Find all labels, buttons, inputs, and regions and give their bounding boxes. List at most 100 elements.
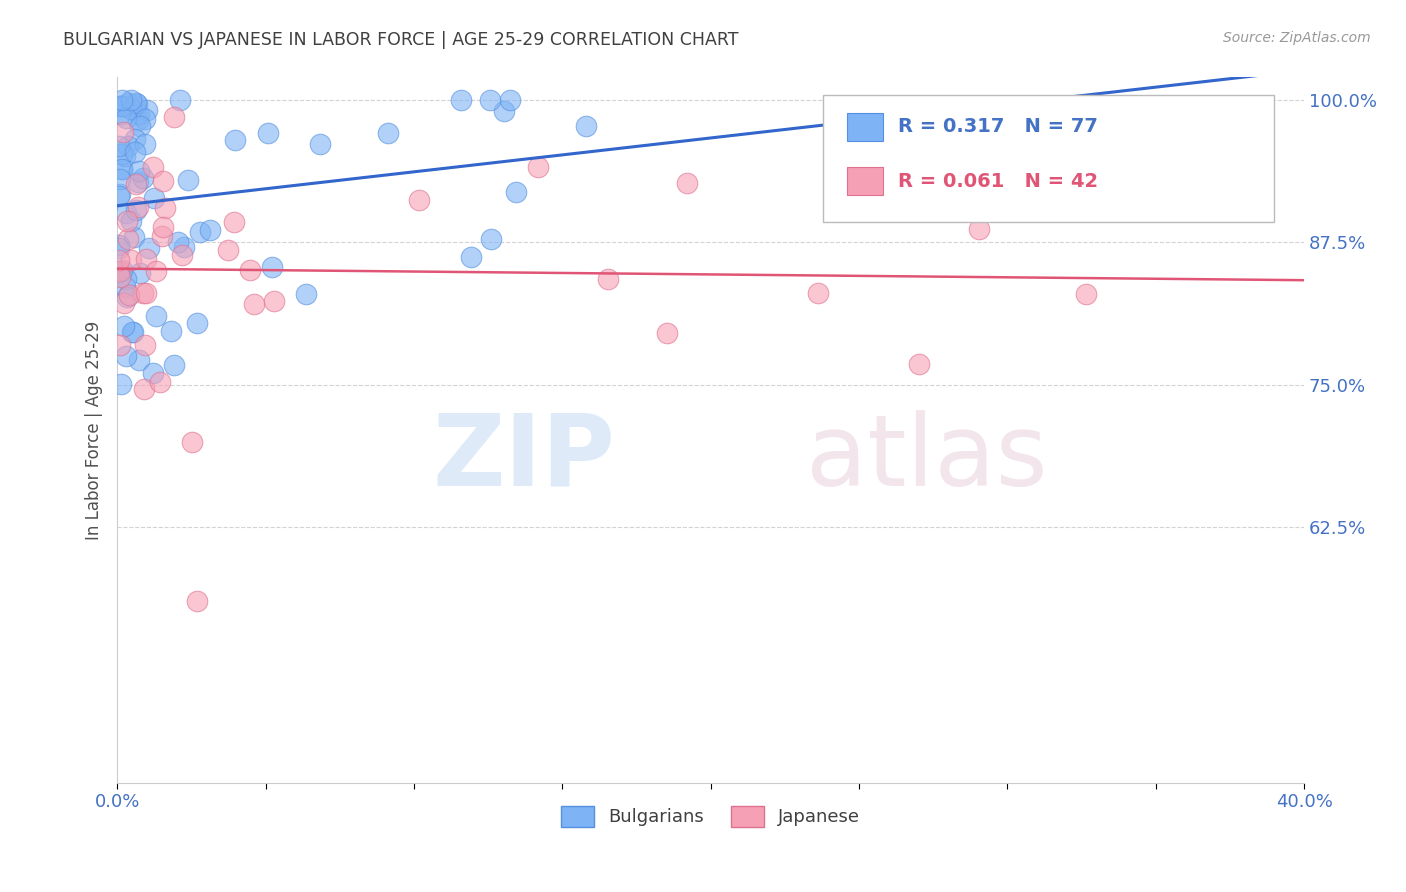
Point <box>108 107 131 121</box>
Point <box>1074 287 1097 301</box>
Y-axis label: In Labor Force | Age 25-29: In Labor Force | Age 25-29 <box>86 320 103 540</box>
Point <box>114 206 136 220</box>
Point <box>675 177 697 191</box>
Point <box>142 191 165 205</box>
Point <box>145 309 167 323</box>
Bar <box>848 112 883 141</box>
Point <box>188 225 211 239</box>
Point <box>159 324 181 338</box>
Point <box>526 161 548 175</box>
Point <box>108 98 131 112</box>
Point <box>111 161 134 176</box>
Point <box>128 353 150 368</box>
Point <box>505 186 527 200</box>
Point <box>115 111 138 125</box>
Point <box>135 285 157 300</box>
Point <box>132 285 155 300</box>
Point <box>153 202 176 216</box>
Point <box>114 149 136 163</box>
Point <box>111 99 134 113</box>
Point <box>575 119 598 133</box>
Point <box>128 266 150 280</box>
Point <box>967 222 990 236</box>
Point <box>198 223 221 237</box>
Point <box>186 317 208 331</box>
Point <box>224 133 246 147</box>
Point <box>134 112 156 126</box>
Point <box>115 290 138 304</box>
Bar <box>848 167 883 195</box>
Point <box>127 113 149 128</box>
Point <box>308 136 330 151</box>
Text: R = 0.317   N = 77: R = 0.317 N = 77 <box>898 118 1098 136</box>
Point <box>134 137 156 152</box>
Point <box>460 250 482 264</box>
Point <box>135 252 157 267</box>
Point <box>125 96 148 111</box>
Point <box>180 434 202 449</box>
Point <box>177 173 200 187</box>
Point <box>132 171 155 186</box>
Point <box>111 147 134 161</box>
Point <box>110 338 132 352</box>
Legend: Bulgarians, Japanese: Bulgarians, Japanese <box>554 798 868 834</box>
Point <box>114 279 136 293</box>
Point <box>107 238 129 252</box>
Point <box>217 243 239 257</box>
Point <box>110 171 132 186</box>
Point <box>127 200 149 214</box>
Point <box>108 269 131 284</box>
Point <box>128 175 150 189</box>
Point <box>224 215 246 229</box>
Point <box>112 125 135 139</box>
Point <box>112 318 135 333</box>
Point <box>479 232 502 246</box>
Point <box>115 272 138 286</box>
Point <box>129 119 152 133</box>
Point <box>108 186 131 201</box>
Point <box>117 214 139 228</box>
Point <box>186 594 208 608</box>
FancyBboxPatch shape <box>824 95 1274 222</box>
Point <box>499 93 522 107</box>
Point <box>111 162 134 177</box>
Point <box>114 349 136 363</box>
Point <box>117 138 139 153</box>
Point <box>239 263 262 277</box>
Point <box>124 145 146 159</box>
Point <box>149 375 172 389</box>
Point <box>107 138 129 153</box>
Point <box>170 248 193 262</box>
Point <box>152 220 174 235</box>
Point <box>908 357 931 371</box>
Point <box>134 382 156 396</box>
Point <box>117 232 139 246</box>
Point <box>256 127 278 141</box>
Point <box>807 285 830 300</box>
Text: ZIP: ZIP <box>433 410 616 507</box>
Point <box>260 260 283 274</box>
Point <box>152 174 174 188</box>
Point <box>294 287 316 301</box>
Text: R = 0.061   N = 42: R = 0.061 N = 42 <box>898 171 1098 191</box>
Point <box>117 95 139 110</box>
Point <box>122 325 145 339</box>
Point <box>142 161 165 175</box>
Point <box>243 297 266 311</box>
Point <box>150 229 173 244</box>
Point <box>108 99 131 113</box>
Text: atlas: atlas <box>806 410 1047 507</box>
Point <box>107 241 129 255</box>
Point <box>169 93 191 107</box>
Point <box>657 326 679 340</box>
Point <box>112 295 135 310</box>
Point <box>124 230 146 244</box>
Point <box>118 287 141 301</box>
Point <box>120 213 142 227</box>
Point <box>110 377 132 392</box>
Point <box>134 338 156 352</box>
Point <box>125 177 148 191</box>
Point <box>127 97 149 112</box>
Text: BULGARIAN VS JAPANESE IN LABOR FORCE | AGE 25-29 CORRELATION CHART: BULGARIAN VS JAPANESE IN LABOR FORCE | A… <box>63 31 738 49</box>
Point <box>166 235 188 249</box>
